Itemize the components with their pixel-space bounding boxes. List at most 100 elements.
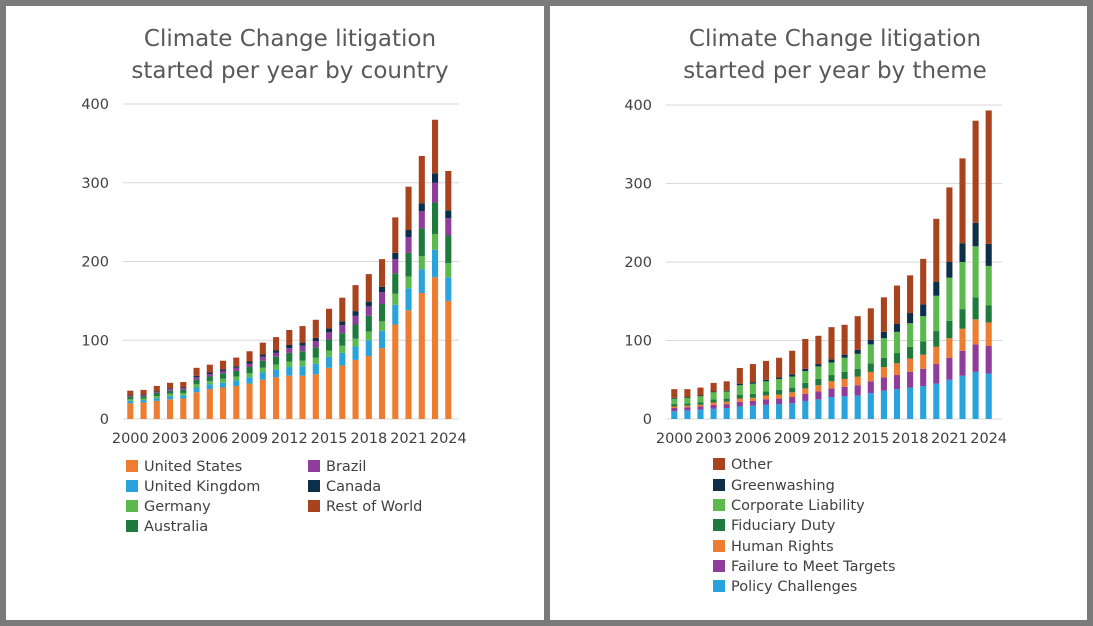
bar-united-kingdom-2009: [246, 377, 253, 384]
bar-united-states-2009: [246, 383, 253, 419]
bar-failure-to-meet-targets-2006: [749, 400, 756, 406]
bar-human-rights-2017: [893, 363, 901, 376]
bar-policy-challenges-2012: [828, 397, 835, 419]
bar-rest-of-world-2006: [206, 364, 213, 373]
bar-failure-to-meet-targets-2014: [854, 385, 861, 396]
bar-corporate-liability-2013: [841, 357, 848, 372]
bar-rest-of-world-2005: [193, 367, 200, 376]
bar-greenwashing-2024: [985, 243, 992, 266]
y-tick-label: 0: [100, 412, 109, 428]
bar-policy-challenges-2002: [697, 409, 704, 419]
bar-united-kingdom-2018: [365, 340, 372, 356]
y-tick-label: 300: [624, 177, 652, 193]
bar-other-2000: [671, 389, 678, 398]
bar-australia-2010: [259, 360, 266, 368]
bar-canada-2011: [273, 350, 280, 353]
legend-item-human-rights: Human Rights: [713, 539, 834, 555]
legend-swatch: [713, 580, 725, 592]
bar-germany-2006: [206, 381, 213, 385]
bar-brazil-2006: [206, 374, 213, 377]
bar-fiduciary-duty-2003: [710, 399, 717, 403]
bar-fiduciary-duty-2014: [854, 368, 861, 377]
bar-canada-2016: [339, 321, 346, 326]
bar-policy-challenges-2023: [972, 371, 979, 419]
bar-australia-2023: [432, 202, 439, 234]
bar-united-kingdom-2003: [167, 396, 174, 400]
legend-label: Fiduciary Duty: [731, 518, 836, 534]
bar-human-rights-2015: [867, 371, 874, 382]
bar-failure-to-meet-targets-2020: [933, 364, 940, 384]
legend-swatch: [713, 540, 725, 552]
bar-fiduciary-duty-2011: [815, 378, 822, 386]
bar-brazil-2003: [167, 389, 174, 391]
legend-label: Germany: [144, 499, 211, 515]
bar-australia-2014: [312, 347, 319, 358]
bar-fiduciary-duty-2022: [959, 309, 966, 329]
bar-failure-to-meet-targets-2013: [841, 386, 848, 397]
bar-fiduciary-duty-2023: [972, 297, 979, 320]
legend-item-canada: Canada: [308, 479, 381, 495]
bar-brazil-2022: [418, 211, 425, 229]
bar-brazil-2010: [259, 356, 266, 361]
bar-canada-2018: [365, 301, 372, 307]
legend-label: Brazil: [326, 459, 366, 475]
bar-australia-2004: [180, 389, 187, 394]
bar-canada-2005: [193, 375, 200, 378]
legend-label: Human Rights: [731, 539, 834, 555]
bar-united-states-2019: [379, 348, 386, 419]
bar-germany-2007: [220, 378, 227, 383]
bar-rest-of-world-2002: [153, 385, 160, 392]
bar-united-states-2000: [127, 403, 134, 419]
bar-united-states-2013: [299, 375, 306, 419]
bar-brazil-2020: [392, 259, 399, 274]
bar-united-kingdom-2006: [206, 384, 213, 390]
bar-greenwashing-2006: [749, 382, 756, 384]
chart-title-line: Climate Change litigation: [144, 26, 436, 52]
bar-united-kingdom-2005: [193, 387, 200, 393]
y-tick-label: 400: [81, 97, 109, 113]
bar-fiduciary-duty-2000: [671, 404, 678, 407]
x-tick-label: 2012: [813, 431, 850, 447]
bar-fiduciary-duty-2006: [749, 393, 756, 398]
bar-failure-to-meet-targets-2008: [776, 398, 783, 405]
bar-united-states-2006: [206, 389, 213, 419]
bar-germany-2018: [365, 331, 372, 341]
bar-australia-2012: [286, 352, 293, 362]
bar-australia-2013: [299, 351, 306, 361]
x-tick-label: 2015: [311, 431, 348, 447]
bar-united-kingdom-2007: [220, 382, 227, 388]
bar-rest-of-world-2018: [365, 274, 372, 302]
bar-canada-2001: [140, 394, 147, 396]
bar-corporate-liability-2002: [697, 396, 704, 403]
bar-corporate-liability-2015: [867, 344, 874, 364]
bar-united-states-2004: [180, 398, 187, 419]
bar-fiduciary-duty-2013: [841, 371, 848, 379]
bar-greenwashing-2012: [828, 359, 835, 363]
bar-australia-2016: [339, 333, 346, 346]
legend-label: Corporate Liability: [731, 498, 865, 514]
bar-policy-challenges-2000: [671, 411, 678, 419]
theme-chart: Climate Change litigation started per yea…: [624, 26, 1007, 595]
bar-human-rights-2020: [933, 346, 940, 365]
bar-corporate-liability-2021: [946, 277, 953, 321]
bar-failure-to-meet-targets-2010: [802, 393, 809, 401]
bar-brazil-2012: [286, 348, 293, 353]
bar-policy-challenges-2013: [841, 396, 848, 419]
y-tick-label: 200: [81, 255, 109, 271]
bar-brazil-2008: [233, 367, 240, 371]
bar-greenwashing-2000: [671, 397, 678, 399]
bar-corporate-liability-2010: [802, 371, 809, 383]
y-tick-label: 0: [643, 412, 652, 428]
bar-policy-challenges-2024: [985, 373, 992, 419]
x-tick-label: 2015: [852, 431, 889, 447]
bar-germany-2024: [445, 263, 452, 278]
bar-germany-2001: [140, 398, 147, 401]
bar-germany-2008: [233, 376, 240, 381]
bar-australia-2018: [365, 315, 372, 332]
bar-human-rights-2002: [697, 404, 704, 407]
legend-item-failure-to-meet-targets: Failure to Meet Targets: [713, 559, 896, 575]
y-tick-label: 300: [81, 176, 109, 192]
bar-human-rights-2022: [959, 328, 966, 351]
bar-policy-challenges-2017: [893, 389, 901, 419]
bar-corporate-liability-2023: [972, 246, 979, 298]
